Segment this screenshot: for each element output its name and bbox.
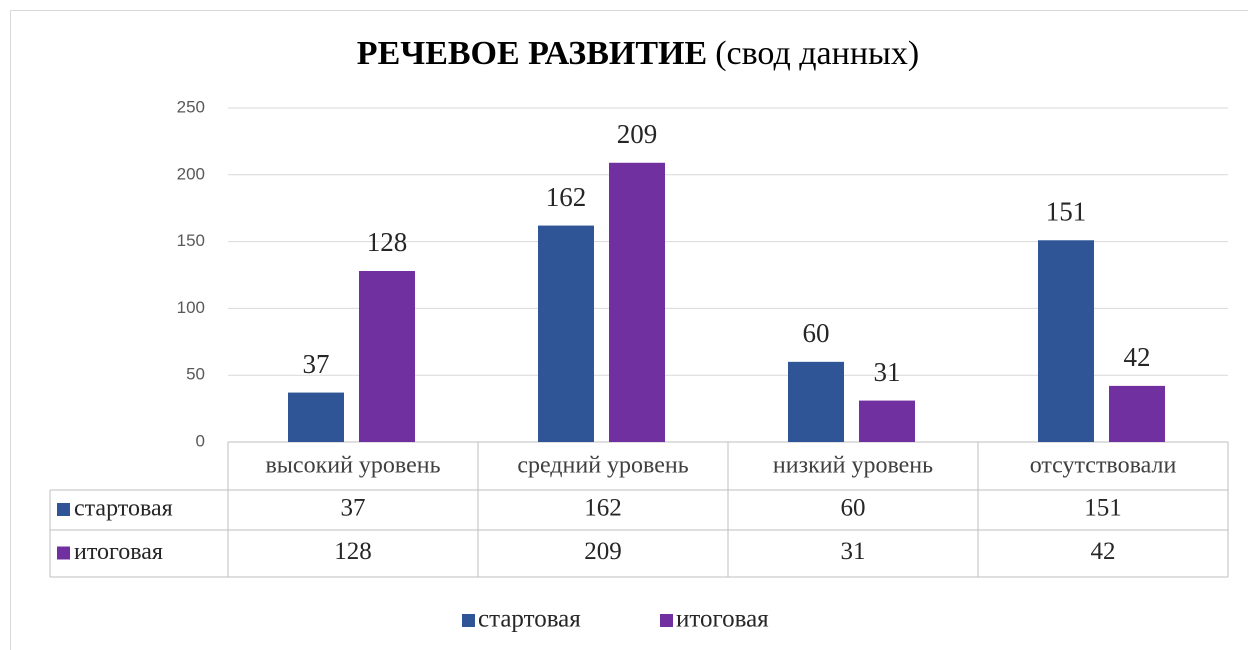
bar bbox=[1038, 240, 1094, 442]
bar bbox=[1109, 385, 1165, 442]
table-value: 151 bbox=[1084, 495, 1122, 522]
data-label: 37 bbox=[303, 349, 330, 379]
bar bbox=[538, 225, 594, 442]
data-label: 162 bbox=[546, 182, 587, 212]
data-label: 128 bbox=[367, 227, 408, 257]
y-tick-label: 0 bbox=[196, 431, 205, 450]
y-tick-label: 200 bbox=[177, 164, 205, 183]
chart-title-group: РЕЧЕВОЕ РАЗВИТИЕ (свод данных) bbox=[357, 35, 919, 72]
y-tick-label: 150 bbox=[177, 231, 205, 250]
x-tick-label: средний уровень bbox=[517, 453, 688, 479]
x-tick-label: высокий уровень bbox=[265, 453, 440, 479]
bar bbox=[609, 162, 665, 442]
y-tick-label: 50 bbox=[186, 365, 205, 384]
y-tick-label: 250 bbox=[177, 97, 205, 116]
legend-label: итоговая bbox=[676, 606, 769, 633]
data-label: 42 bbox=[1124, 342, 1151, 372]
data-label: 151 bbox=[1046, 196, 1087, 226]
table-legend-key bbox=[57, 546, 70, 560]
table-value: 60 bbox=[841, 495, 866, 522]
legend-label: стартовая bbox=[478, 606, 581, 633]
legend-key bbox=[660, 614, 673, 627]
bar bbox=[288, 392, 344, 442]
legend-key bbox=[462, 614, 475, 627]
x-tick-label: отсутствовали bbox=[1030, 453, 1177, 479]
table-value: 37 bbox=[341, 495, 366, 522]
table-value: 31 bbox=[841, 538, 866, 565]
table-legend-key bbox=[57, 503, 70, 516]
data-label: 31 bbox=[874, 357, 901, 387]
chart-title: РЕЧЕВОЕ РАЗВИТИЕ bbox=[357, 35, 707, 72]
x-tick-label: низкий уровень bbox=[773, 453, 933, 479]
table-value: 209 bbox=[584, 538, 622, 565]
bar bbox=[788, 361, 844, 442]
table-value: 162 bbox=[584, 495, 622, 522]
table-value: 128 bbox=[334, 538, 372, 565]
chart-subtitle: (свод данных) bbox=[715, 35, 919, 72]
bar bbox=[859, 400, 915, 442]
bar bbox=[359, 270, 415, 442]
y-tick-label: 100 bbox=[177, 298, 205, 317]
table-series-name: итоговая bbox=[74, 539, 163, 565]
data-label: 209 bbox=[617, 119, 658, 149]
table-value: 42 bbox=[1091, 538, 1116, 565]
data-label: 60 bbox=[803, 318, 830, 348]
table-series-name: стартовая bbox=[74, 496, 173, 522]
